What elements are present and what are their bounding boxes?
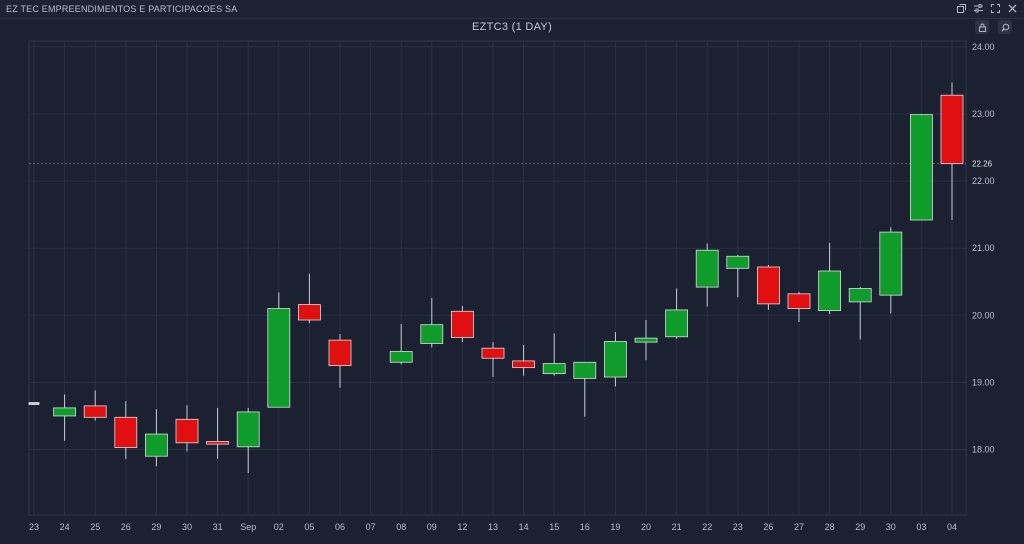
x-tick-label: 09 — [427, 522, 437, 532]
candle-body — [450, 310, 474, 338]
window-title-bar: EZ TEC EMPREENDIMENTOS E PARTICIPACOES S… — [0, 0, 1024, 19]
candle-body — [665, 309, 688, 338]
y-tick-label: 19.00 — [972, 377, 995, 387]
candle-body — [53, 407, 76, 417]
x-tick-label: 20 — [641, 522, 651, 532]
candle-body — [726, 255, 750, 269]
x-tick-label: Sep — [240, 522, 256, 532]
candle-body — [879, 231, 903, 296]
candle-body — [114, 416, 138, 448]
x-tick-label: 30 — [182, 522, 192, 532]
candle-body — [757, 266, 780, 305]
x-tick-label: 23 — [733, 522, 743, 532]
candle-body — [848, 288, 872, 303]
candle-body — [28, 402, 40, 405]
settings-icon[interactable] — [973, 3, 984, 14]
candle-body — [512, 360, 535, 369]
x-tick-label: 28 — [825, 522, 835, 532]
x-tick-label: 06 — [335, 522, 345, 532]
lock-button[interactable] — [975, 20, 989, 34]
company-name: EZ TEC EMPREENDIMENTOS E PARTICIPACOES S… — [6, 4, 238, 14]
x-tick-label: 14 — [519, 522, 529, 532]
x-tick-label: 23 — [29, 522, 39, 532]
candle-body — [542, 363, 566, 375]
x-tick-label: 12 — [457, 522, 467, 532]
zoom-icon — [1000, 23, 1009, 32]
candle-body — [787, 293, 811, 309]
x-tick-label: 30 — [886, 522, 896, 532]
x-tick-label: 22 — [702, 522, 712, 532]
x-tick-label: 26 — [763, 522, 773, 532]
x-tick-label: 19 — [610, 522, 620, 532]
x-tick-label: 24 — [60, 522, 70, 532]
y-tick-label: 20.00 — [972, 310, 995, 320]
candle-body — [420, 324, 444, 344]
x-tick-label: 07 — [366, 522, 376, 532]
candle-body — [389, 351, 413, 363]
candle-body — [634, 337, 658, 343]
chart-title: EZTC3 (1 DAY) — [471, 21, 553, 33]
candle-body — [267, 308, 291, 408]
expand-icon[interactable] — [990, 3, 1001, 14]
y-tick-label: 24.00 — [972, 42, 995, 52]
candle-body — [910, 114, 933, 221]
candle-body — [297, 304, 321, 321]
candle-body — [604, 341, 627, 378]
last-price-label: 22.26 — [972, 160, 993, 169]
candle-body — [175, 418, 199, 444]
x-tick-label: 03 — [916, 522, 926, 532]
restore-icon[interactable] — [956, 3, 967, 14]
x-tick-label: 08 — [396, 522, 406, 532]
x-tick-label: 29 — [151, 522, 161, 532]
y-tick-label: 18.00 — [972, 445, 995, 455]
window-controls — [956, 3, 1018, 14]
candle-body — [573, 361, 597, 379]
candle-body — [818, 270, 841, 312]
x-tick-label: 26 — [121, 522, 131, 532]
candle-body — [481, 347, 505, 359]
x-tick-label: 21 — [672, 522, 682, 532]
x-tick-label: 02 — [274, 522, 284, 532]
y-tick-label: 23.00 — [972, 109, 995, 119]
candle-body — [236, 411, 260, 448]
close-icon[interactable] — [1007, 3, 1018, 14]
x-tick-label: 15 — [549, 522, 559, 532]
x-tick-label: 05 — [304, 522, 314, 532]
x-tick-label: 25 — [90, 522, 100, 532]
candle-body — [695, 249, 719, 288]
candle-body — [83, 405, 107, 418]
y-tick-label: 22.00 — [972, 176, 995, 186]
zoom-button[interactable] — [998, 20, 1012, 34]
x-tick-label: 29 — [855, 522, 865, 532]
candle-body — [940, 94, 964, 165]
x-tick-label: 27 — [794, 522, 804, 532]
candle-body — [328, 339, 352, 367]
plot-area — [28, 40, 967, 516]
y-tick-label: 21.00 — [972, 243, 995, 253]
candle-body — [206, 441, 230, 445]
x-tick-label: 31 — [213, 522, 223, 532]
x-tick-label: 04 — [947, 522, 957, 532]
x-tick-label: 13 — [488, 522, 498, 532]
candle-body — [144, 433, 168, 457]
x-tick-label: 16 — [580, 522, 590, 532]
lock-icon — [978, 23, 986, 32]
